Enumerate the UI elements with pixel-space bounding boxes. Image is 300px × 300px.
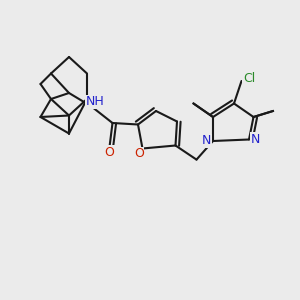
Text: N: N xyxy=(251,133,260,146)
Text: O: O xyxy=(105,146,114,159)
Text: NH: NH xyxy=(86,95,104,109)
Text: Cl: Cl xyxy=(243,71,255,85)
Text: O: O xyxy=(134,147,144,161)
Text: N: N xyxy=(202,134,211,148)
